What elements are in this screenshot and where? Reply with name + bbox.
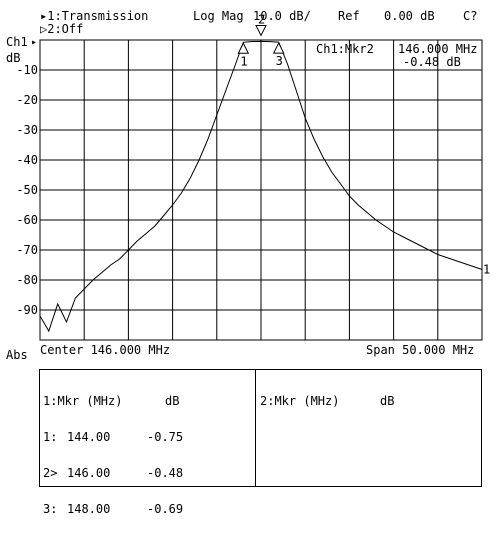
table-row[interactable]: 3: 148.00 -0.69	[43, 503, 207, 515]
y-tick-label: -90	[16, 303, 38, 317]
marker-readout-label: Ch1:Mkr2	[316, 42, 374, 56]
marker-id: 1:	[43, 430, 58, 444]
marker-table-db-header: dB	[165, 394, 180, 408]
marker-frequency: 148.00	[67, 502, 111, 516]
channel-label: Ch1	[6, 35, 28, 49]
marker-2-label: 2	[258, 12, 265, 26]
marker-table-db-header-2: dB	[380, 394, 395, 408]
table-row[interactable]: 1: 144.00 -0.75	[43, 431, 207, 443]
marker-3-label: 3	[276, 54, 283, 68]
marker-table-header-2: 2:Mkr (MHz) dB	[260, 395, 394, 407]
y-tick-label: -20	[16, 93, 38, 107]
ref-value: 0.00 dB	[384, 9, 435, 23]
y-tick-label: -10	[16, 63, 38, 77]
marker-1-label: 1	[240, 54, 247, 68]
marker-readout-value: -0.48 dB	[403, 55, 461, 69]
marker-table-right: 2:Mkr (MHz) dB	[260, 371, 394, 431]
scale-label: 10.0 dB/	[253, 9, 311, 23]
status-indicator: C?	[463, 9, 478, 23]
marker-id: 3:	[43, 502, 58, 516]
center-frequency[interactable]: Center 146.000 MHz	[40, 343, 171, 357]
abs-label: Abs	[6, 348, 28, 362]
marker-readout-frequency: 146.000 MHz	[398, 42, 478, 56]
trace-end-label: 1	[483, 263, 490, 277]
markers: 1 2 3	[237, 12, 285, 68]
ref-label: Ref	[338, 9, 360, 23]
y-tick-label: -30	[16, 123, 38, 137]
marker-table-freq-header: 1:Mkr (MHz)	[43, 394, 123, 408]
y-tick-label: -80	[16, 273, 38, 287]
chart-area[interactable]: -10 -20 -30 -40 -50 -60 -70 -80 -90 1 2 3 1	[0, 0, 500, 365]
marker-db: -0.75	[147, 430, 184, 444]
marker-frequency: 146.00	[67, 466, 111, 480]
marker-table: 1:Mkr (MHz) dB 1: 144.00 -0.75 2> 146.00…	[39, 369, 482, 515]
trace-line	[39, 40, 483, 333]
marker-table-divider	[255, 370, 256, 486]
marker-db: -0.48	[147, 466, 184, 480]
span-frequency[interactable]: Span 50.000 MHz	[366, 343, 475, 357]
trace2-label[interactable]: ▷2:Off	[40, 22, 84, 36]
marker-2-triangle	[255, 24, 267, 37]
unit-label: dB	[6, 51, 21, 65]
marker-table-header: 1:Mkr (MHz) dB	[43, 395, 207, 407]
marker-table-freq-header-2: 2:Mkr (MHz)	[260, 394, 340, 408]
marker-db: -0.69	[147, 502, 184, 516]
y-tick-label: -40	[16, 153, 38, 167]
marker-id: 2>	[43, 466, 58, 480]
format-label: Log Mag	[193, 9, 244, 23]
vna-screen: { "header": { "trace1": "\u25b81:Transmi…	[0, 0, 500, 515]
y-tick-label: -50	[16, 183, 38, 197]
channel-pointer-icon: ▸	[31, 37, 38, 48]
marker-3-triangle	[272, 41, 285, 54]
marker-frequency: 144.00	[67, 430, 111, 444]
table-row[interactable]: 2> 146.00 -0.48	[43, 467, 207, 479]
marker-table-left: 1:Mkr (MHz) dB 1: 144.00 -0.75 2> 146.00…	[43, 371, 207, 539]
marker-1-triangle	[237, 42, 250, 54]
y-tick-label: -60	[16, 213, 38, 227]
y-tick-labels: -10 -20 -30 -40 -50 -60 -70 -80 -90	[16, 63, 38, 317]
grid	[40, 40, 482, 340]
trace1-label[interactable]: ▸1:Transmission	[40, 9, 149, 23]
y-tick-label: -70	[16, 243, 38, 257]
